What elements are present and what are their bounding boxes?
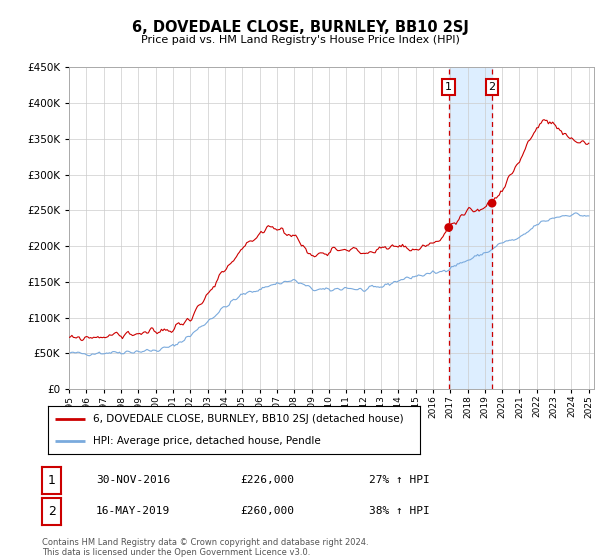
Text: Contains HM Land Registry data © Crown copyright and database right 2024.
This d: Contains HM Land Registry data © Crown c… xyxy=(42,538,368,557)
Text: 2: 2 xyxy=(488,82,496,92)
Text: £260,000: £260,000 xyxy=(240,506,294,516)
Point xyxy=(487,199,497,208)
Text: 16-MAY-2019: 16-MAY-2019 xyxy=(96,506,170,516)
Text: 1: 1 xyxy=(47,474,56,487)
Text: 2: 2 xyxy=(47,505,56,518)
Text: £226,000: £226,000 xyxy=(240,475,294,486)
Text: 38% ↑ HPI: 38% ↑ HPI xyxy=(369,506,430,516)
Text: 6, DOVEDALE CLOSE, BURNLEY, BB10 2SJ: 6, DOVEDALE CLOSE, BURNLEY, BB10 2SJ xyxy=(131,20,469,35)
Text: 30-NOV-2016: 30-NOV-2016 xyxy=(96,475,170,486)
Point xyxy=(444,223,454,232)
Text: 6, DOVEDALE CLOSE, BURNLEY, BB10 2SJ (detached house): 6, DOVEDALE CLOSE, BURNLEY, BB10 2SJ (de… xyxy=(92,414,403,424)
Text: Price paid vs. HM Land Registry's House Price Index (HPI): Price paid vs. HM Land Registry's House … xyxy=(140,35,460,45)
Text: 1: 1 xyxy=(445,82,452,92)
Bar xyxy=(449,67,492,389)
Text: 27% ↑ HPI: 27% ↑ HPI xyxy=(369,475,430,486)
Text: HPI: Average price, detached house, Pendle: HPI: Average price, detached house, Pend… xyxy=(92,436,320,446)
